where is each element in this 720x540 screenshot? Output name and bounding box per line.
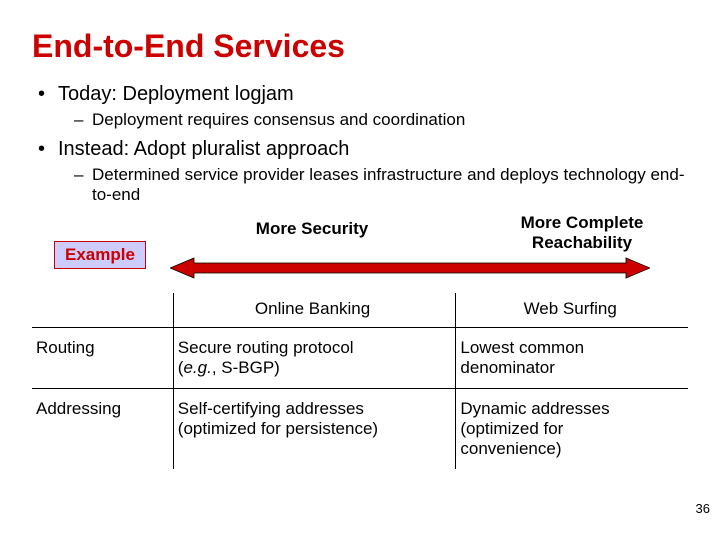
bullet-today: Today: Deployment logjam [58,83,688,106]
cell-text: denominator [460,358,555,377]
row-label-routing: Routing [32,328,173,389]
cell-routing-surfing: Lowest common denominator [456,328,688,389]
cell-text: Self-certifying addresses [178,399,364,418]
more-security-label: More Security [222,219,402,239]
comparison-table: Online Banking Web Surfing Routing Secur… [32,293,688,469]
bullet-instead-prefix: Instead: [58,138,129,160]
table-header-banking: Online Banking [173,293,456,328]
slide: End-to-End Services Today: Deployment lo… [0,0,720,469]
bullet-today-text: Deployment logjam [117,83,294,105]
bullet-instead-sub: Determined service provider leases infra… [92,165,688,205]
page-number: 36 [696,501,710,516]
double-arrow-icon [170,257,650,279]
row-label-addressing: Addressing [32,389,173,470]
cell-text: (optimized for [460,419,563,438]
cell-text: Secure routing protocol [178,338,354,357]
bullet-instead: Instead: Adopt pluralist approach [58,138,688,161]
cell-addressing-surfing: Dynamic addresses (optimized for conveni… [456,389,688,470]
slide-title: End-to-End Services [32,28,688,65]
bullet-today-prefix: Today: [58,83,117,105]
table-header-empty [32,293,173,328]
cell-routing-banking: Secure routing protocol (e.g., S-BGP) [173,328,456,389]
table-header-row: Online Banking Web Surfing [32,293,688,328]
bullet-today-sub: Deployment requires consensus and coordi… [92,110,688,130]
more-reachability-label: More Complete Reachability [492,213,672,252]
cell-addressing-banking: Self-certifying addresses (optimized for… [173,389,456,470]
spectrum-diagram: More Security More Complete Reachability… [32,213,688,293]
bullet-instead-text: Adopt pluralist approach [129,138,349,160]
table-row: Addressing Self-certifying addresses (op… [32,389,688,470]
example-box: Example [54,241,146,269]
cell-text: (e.g., S-BGP) [178,358,280,377]
table-row: Routing Secure routing protocol (e.g., S… [32,328,688,389]
cell-text: Dynamic addresses [460,399,609,418]
cell-text: (optimized for persistence) [178,419,378,438]
cell-text: convenience) [460,439,561,458]
cell-text: Lowest common [460,338,584,357]
table-header-surfing: Web Surfing [456,293,688,328]
